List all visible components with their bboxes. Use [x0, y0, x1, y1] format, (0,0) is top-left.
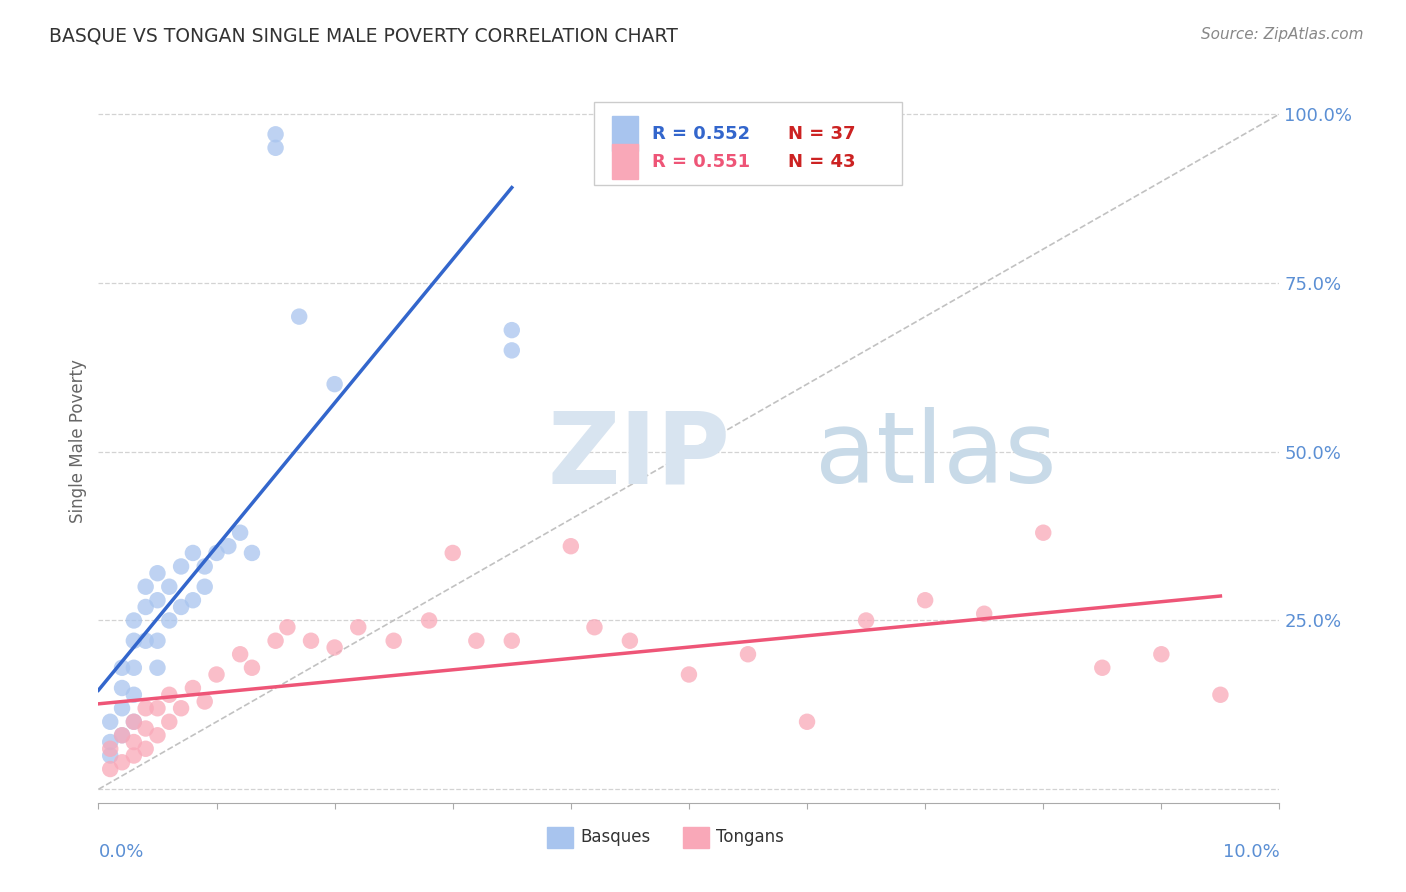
- Point: [111, 661, 134, 675]
- Bar: [612, 145, 638, 179]
- Point: [122, 661, 145, 675]
- Point: [501, 323, 523, 337]
- Point: [181, 593, 204, 607]
- Point: [111, 701, 134, 715]
- Point: [299, 633, 322, 648]
- Bar: [547, 828, 574, 847]
- Point: [122, 688, 145, 702]
- Point: [111, 728, 134, 742]
- Point: [122, 633, 145, 648]
- Text: R = 0.552: R = 0.552: [652, 125, 751, 143]
- Point: [1032, 525, 1054, 540]
- Point: [157, 580, 180, 594]
- Text: BASQUE VS TONGAN SINGLE MALE POVERTY CORRELATION CHART: BASQUE VS TONGAN SINGLE MALE POVERTY COR…: [49, 27, 678, 45]
- Point: [194, 580, 217, 594]
- Point: [135, 722, 157, 736]
- Point: [170, 599, 193, 614]
- Point: [157, 614, 180, 628]
- Point: [288, 310, 311, 324]
- Point: [98, 741, 121, 756]
- Point: [135, 741, 157, 756]
- Text: R = 0.551: R = 0.551: [652, 153, 751, 170]
- Point: [146, 566, 169, 581]
- Point: [157, 688, 180, 702]
- Point: [181, 681, 204, 695]
- Point: [111, 681, 134, 695]
- Bar: [612, 116, 638, 151]
- Point: [583, 620, 606, 634]
- Point: [264, 128, 287, 142]
- Point: [98, 735, 121, 749]
- Point: [98, 748, 121, 763]
- Point: [122, 614, 145, 628]
- Point: [122, 714, 145, 729]
- Point: [441, 546, 464, 560]
- Point: [465, 633, 488, 648]
- Text: ZIP: ZIP: [547, 408, 730, 505]
- Point: [973, 607, 995, 621]
- Point: [264, 141, 287, 155]
- Text: 10.0%: 10.0%: [1223, 843, 1279, 861]
- Point: [217, 539, 239, 553]
- Y-axis label: Single Male Poverty: Single Male Poverty: [69, 359, 87, 524]
- Point: [205, 667, 228, 681]
- Point: [157, 714, 180, 729]
- Point: [181, 546, 204, 560]
- Point: [382, 633, 405, 648]
- Point: [122, 735, 145, 749]
- Point: [194, 694, 217, 708]
- Point: [1209, 688, 1232, 702]
- Point: [229, 525, 252, 540]
- Point: [135, 599, 157, 614]
- Point: [347, 620, 370, 634]
- Point: [135, 701, 157, 715]
- Point: [111, 756, 134, 770]
- Text: Basques: Basques: [581, 829, 651, 847]
- Point: [111, 728, 134, 742]
- Point: [1150, 647, 1173, 661]
- Point: [146, 633, 169, 648]
- Point: [240, 546, 263, 560]
- Point: [205, 546, 228, 560]
- Bar: [683, 828, 709, 847]
- Point: [170, 559, 193, 574]
- Point: [146, 593, 169, 607]
- Point: [264, 633, 287, 648]
- Text: Tongans: Tongans: [716, 829, 785, 847]
- Text: 0.0%: 0.0%: [98, 843, 143, 861]
- Point: [146, 701, 169, 715]
- Text: atlas: atlas: [815, 408, 1057, 505]
- Point: [619, 633, 641, 648]
- Point: [276, 620, 298, 634]
- Point: [560, 539, 582, 553]
- Point: [1091, 661, 1114, 675]
- Point: [737, 647, 759, 661]
- Point: [914, 593, 936, 607]
- FancyBboxPatch shape: [595, 102, 901, 185]
- Point: [135, 580, 157, 594]
- Point: [501, 343, 523, 358]
- Point: [240, 661, 263, 675]
- Text: Source: ZipAtlas.com: Source: ZipAtlas.com: [1201, 27, 1364, 42]
- Point: [855, 614, 877, 628]
- Point: [501, 633, 523, 648]
- Point: [323, 640, 346, 655]
- Point: [122, 748, 145, 763]
- Point: [98, 762, 121, 776]
- Point: [146, 728, 169, 742]
- Point: [796, 714, 818, 729]
- Point: [146, 661, 169, 675]
- Point: [678, 667, 700, 681]
- Text: N = 37: N = 37: [789, 125, 856, 143]
- Point: [122, 714, 145, 729]
- Point: [229, 647, 252, 661]
- Point: [323, 377, 346, 392]
- Point: [194, 559, 217, 574]
- Point: [418, 614, 440, 628]
- Point: [135, 633, 157, 648]
- Point: [170, 701, 193, 715]
- Text: N = 43: N = 43: [789, 153, 856, 170]
- Point: [98, 714, 121, 729]
